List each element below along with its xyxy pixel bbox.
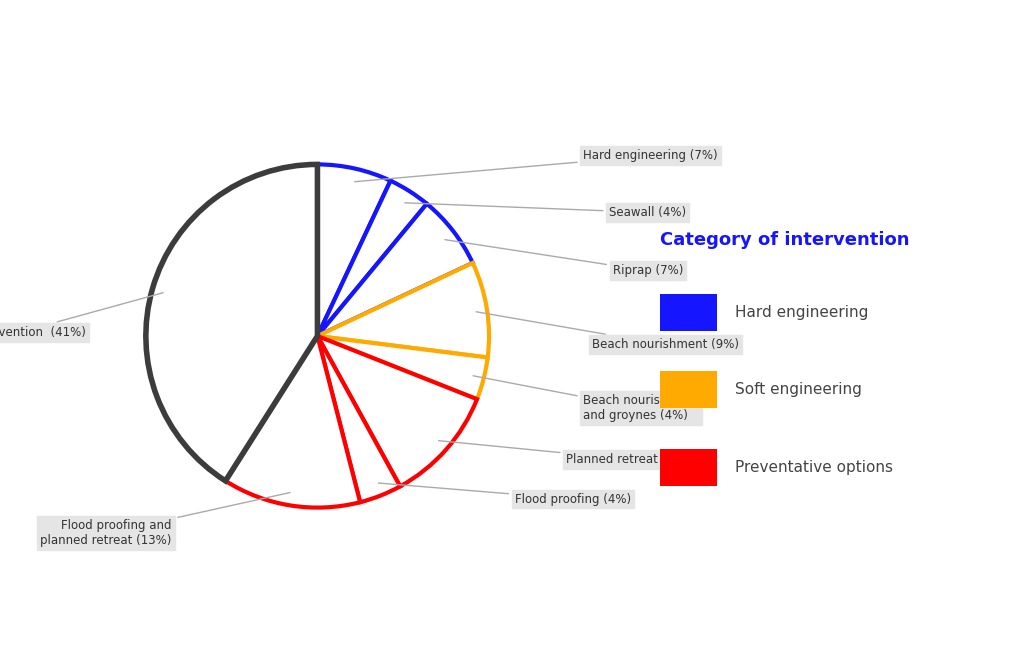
Wedge shape [317, 336, 400, 502]
Text: Hard engineering: Hard engineering [735, 305, 868, 320]
Text: Seawall (4%): Seawall (4%) [404, 203, 686, 219]
Wedge shape [225, 336, 360, 507]
Wedge shape [145, 165, 317, 481]
Wedge shape [317, 181, 427, 336]
Text: Flood proofing and
planned retreat (13%): Flood proofing and planned retreat (13%) [40, 493, 290, 547]
Text: Flood proofing (4%): Flood proofing (4%) [378, 483, 631, 505]
Wedge shape [317, 336, 477, 487]
Text: Hard engineering (7%): Hard engineering (7%) [354, 149, 718, 181]
Wedge shape [317, 263, 489, 358]
Text: Planned retreat (11%): Planned retreat (11%) [438, 441, 697, 466]
Text: Soft engineering: Soft engineering [735, 382, 862, 397]
Wedge shape [317, 165, 390, 336]
Text: Category of intervention: Category of intervention [660, 231, 910, 249]
Text: Beach nourishment
and groynes (4%): Beach nourishment and groynes (4%) [473, 376, 698, 422]
Text: No intervention  (41%): No intervention (41%) [0, 293, 163, 339]
Text: Riprap (7%): Riprap (7%) [444, 240, 683, 278]
Text: Beach nourishment (9%): Beach nourishment (9%) [476, 312, 739, 351]
Wedge shape [317, 336, 487, 399]
Text: Preventative options: Preventative options [735, 460, 893, 474]
Wedge shape [317, 204, 473, 336]
